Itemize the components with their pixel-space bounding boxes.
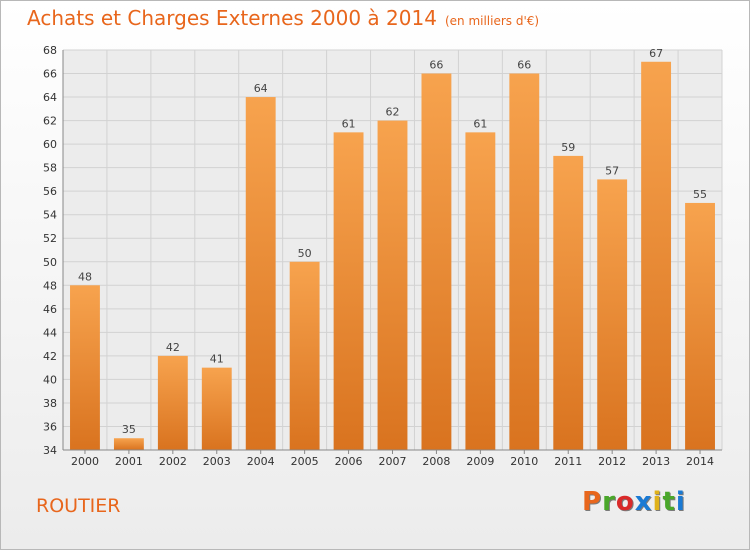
- x-tick-label: 2010: [510, 455, 538, 468]
- y-axis: 34 36 38 40 42 44 46 48 50 52 54 56 58 60 62 64 66 68: [43, 44, 64, 457]
- bar: [157, 355, 188, 450]
- commune-name: ROUTIER: [36, 495, 121, 517]
- x-tick-label: 2011: [554, 455, 582, 468]
- bar-value-label: 67: [649, 47, 663, 60]
- x-tick-label: 2001: [115, 455, 143, 468]
- chart-title: Achats et Charges Externes 2000 à 2014 (e…: [27, 6, 539, 30]
- bar: [113, 438, 144, 450]
- bar: [597, 179, 628, 451]
- x-tick-label: 2006: [335, 455, 363, 468]
- y-tick-label: 66: [43, 68, 57, 81]
- y-tick-label: 44: [43, 326, 57, 339]
- bar-value-label: 57: [605, 164, 619, 177]
- bar-value-label: 66: [517, 59, 531, 72]
- logo-letter: x: [634, 487, 653, 517]
- x-tick-label: 2013: [642, 455, 670, 468]
- logo-letter: r: [602, 487, 616, 517]
- chart-title-text: Achats et Charges Externes 2000 à 2014: [27, 6, 437, 30]
- bar-value-label: 55: [693, 188, 707, 201]
- bar: [377, 120, 408, 451]
- y-tick-label: 50: [43, 256, 57, 269]
- y-tick-label: 52: [43, 232, 57, 245]
- bar: [289, 261, 320, 450]
- logo-letter: P: [582, 487, 603, 517]
- bar-value-label: 66: [429, 59, 443, 72]
- bar-value-label: 42: [166, 341, 180, 354]
- x-tick-label: 2005: [291, 455, 319, 468]
- bar: [245, 97, 276, 450]
- y-tick-label: 38: [43, 397, 57, 410]
- y-tick-label: 42: [43, 350, 57, 363]
- y-tick-label: 36: [43, 420, 57, 433]
- bar: [641, 61, 672, 450]
- x-tick-label: 2000: [71, 455, 99, 468]
- bar: [465, 132, 496, 450]
- bar-value-label: 50: [298, 247, 312, 260]
- logo-letter: i: [652, 487, 663, 517]
- x-tick-label: 2014: [686, 455, 714, 468]
- bar-value-label: 61: [342, 117, 356, 130]
- bar-value-label: 64: [254, 82, 268, 95]
- bars: 48 35 42 41 64 50 61 62 66 61 66 59 57 67 55: [70, 47, 715, 451]
- x-tick-label: 2007: [379, 455, 407, 468]
- y-tick-label: 40: [43, 373, 57, 386]
- y-tick-label: 34: [43, 444, 57, 457]
- chart-unit: (en milliers d'€): [444, 14, 540, 28]
- bar: [685, 202, 715, 450]
- x-tick-label: 2002: [159, 455, 187, 468]
- y-tick-label: 54: [43, 209, 57, 222]
- bar: [509, 73, 540, 450]
- y-tick-label: 62: [43, 115, 57, 128]
- bar: [333, 132, 364, 450]
- y-tick-label: 46: [43, 303, 57, 316]
- x-tick-label: 2009: [466, 455, 494, 468]
- bar-value-label: 62: [386, 106, 400, 119]
- x-axis: 2000 2001 2002 2003 2004 2005 2006 2007 2008 2009…: [63, 449, 722, 468]
- x-tick-label: 2008: [422, 455, 450, 468]
- bar: [70, 285, 100, 450]
- y-tick-label: 60: [43, 138, 57, 151]
- logo-letter: i: [675, 487, 686, 517]
- logo-letter: t: [662, 487, 676, 517]
- bar-value-label: 61: [473, 117, 487, 130]
- bar: [421, 73, 452, 450]
- x-tick-label: 2012: [598, 455, 626, 468]
- bar-value-label: 41: [210, 353, 224, 366]
- proxiti-logo[interactable]: Proxiti: [582, 487, 686, 517]
- y-tick-label: 48: [43, 279, 57, 292]
- bar-value-label: 35: [122, 423, 136, 436]
- y-tick-label: 64: [43, 91, 57, 104]
- x-tick-label: 2003: [203, 455, 231, 468]
- y-tick-label: 68: [43, 44, 57, 57]
- y-tick-label: 58: [43, 162, 57, 175]
- y-tick-label: 56: [43, 185, 57, 198]
- bar-value-label: 48: [78, 270, 92, 283]
- bar: [553, 155, 584, 450]
- logo-letter: o: [615, 487, 635, 517]
- bar: [201, 367, 232, 450]
- bar-value-label: 59: [561, 141, 575, 154]
- x-tick-label: 2004: [247, 455, 275, 468]
